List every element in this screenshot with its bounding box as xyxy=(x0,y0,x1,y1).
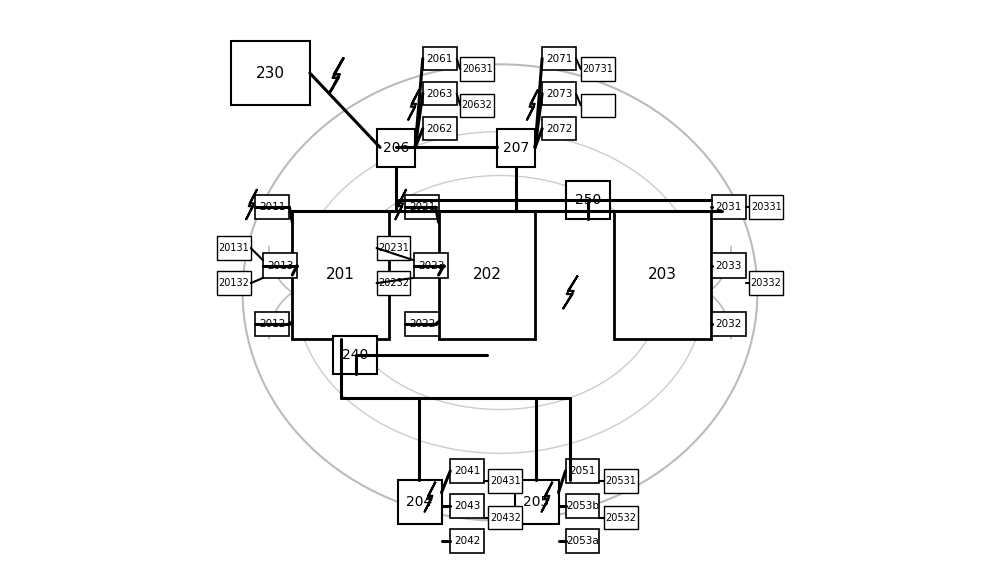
FancyBboxPatch shape xyxy=(439,211,535,339)
Text: 205: 205 xyxy=(523,495,550,508)
FancyBboxPatch shape xyxy=(405,195,439,219)
Text: 20332: 20332 xyxy=(751,278,782,288)
FancyBboxPatch shape xyxy=(566,529,599,553)
Text: 2041: 2041 xyxy=(454,466,480,476)
Text: 2062: 2062 xyxy=(427,123,453,134)
FancyBboxPatch shape xyxy=(566,494,599,518)
Text: 2033: 2033 xyxy=(716,260,742,271)
Text: 20331: 20331 xyxy=(751,202,782,212)
Text: 20232: 20232 xyxy=(378,278,409,288)
FancyBboxPatch shape xyxy=(712,253,746,278)
Text: 2032: 2032 xyxy=(716,319,742,329)
FancyBboxPatch shape xyxy=(450,459,484,483)
FancyBboxPatch shape xyxy=(515,480,558,524)
Text: 20731: 20731 xyxy=(582,64,613,74)
Text: 2053b: 2053b xyxy=(566,501,599,511)
FancyBboxPatch shape xyxy=(460,57,494,81)
FancyBboxPatch shape xyxy=(398,480,442,524)
Text: 2012: 2012 xyxy=(259,319,286,329)
FancyBboxPatch shape xyxy=(255,195,289,219)
FancyBboxPatch shape xyxy=(604,469,638,493)
Text: 2021: 2021 xyxy=(409,202,435,212)
FancyBboxPatch shape xyxy=(377,129,415,167)
Text: 206: 206 xyxy=(383,141,409,154)
Text: 2061: 2061 xyxy=(427,53,453,64)
Text: 20631: 20631 xyxy=(462,64,493,74)
Text: 2042: 2042 xyxy=(454,536,480,546)
FancyBboxPatch shape xyxy=(604,506,638,529)
FancyBboxPatch shape xyxy=(542,47,576,70)
FancyBboxPatch shape xyxy=(460,94,494,117)
Text: 2023: 2023 xyxy=(418,260,444,271)
Text: 2031: 2031 xyxy=(716,202,742,212)
Text: 2053a: 2053a xyxy=(566,536,599,546)
FancyBboxPatch shape xyxy=(423,82,457,105)
FancyBboxPatch shape xyxy=(423,117,457,140)
Text: 250: 250 xyxy=(575,194,601,207)
Text: 20531: 20531 xyxy=(606,476,637,486)
FancyBboxPatch shape xyxy=(414,253,448,278)
FancyBboxPatch shape xyxy=(405,312,439,336)
Text: 20632: 20632 xyxy=(462,100,493,111)
Text: 2011: 2011 xyxy=(259,202,286,212)
Text: 2073: 2073 xyxy=(546,88,572,99)
FancyBboxPatch shape xyxy=(333,336,377,374)
Text: 2072: 2072 xyxy=(546,123,572,134)
FancyBboxPatch shape xyxy=(488,469,522,493)
FancyBboxPatch shape xyxy=(231,41,310,105)
Text: 20431: 20431 xyxy=(490,476,521,486)
Text: 20132: 20132 xyxy=(218,278,249,288)
FancyBboxPatch shape xyxy=(712,195,746,219)
FancyBboxPatch shape xyxy=(581,94,615,117)
Text: 2051: 2051 xyxy=(569,466,596,476)
FancyBboxPatch shape xyxy=(749,195,783,219)
Text: 230: 230 xyxy=(256,66,285,81)
Text: 20731b: 20731b xyxy=(0,584,1,585)
FancyBboxPatch shape xyxy=(255,312,289,336)
Text: 20131: 20131 xyxy=(218,243,249,253)
Text: 20532: 20532 xyxy=(606,512,637,523)
Text: 207: 207 xyxy=(503,141,529,154)
Text: 203: 203 xyxy=(648,267,677,283)
FancyBboxPatch shape xyxy=(497,129,535,167)
FancyBboxPatch shape xyxy=(377,271,410,295)
Text: 201: 201 xyxy=(326,267,355,283)
Text: 2043: 2043 xyxy=(454,501,480,511)
FancyBboxPatch shape xyxy=(712,312,746,336)
FancyBboxPatch shape xyxy=(566,459,599,483)
Text: 2022: 2022 xyxy=(409,319,435,329)
FancyBboxPatch shape xyxy=(566,181,610,219)
FancyBboxPatch shape xyxy=(542,82,576,105)
FancyBboxPatch shape xyxy=(614,211,711,339)
FancyBboxPatch shape xyxy=(292,211,389,339)
FancyBboxPatch shape xyxy=(488,506,522,529)
FancyBboxPatch shape xyxy=(749,271,783,295)
Text: 2063: 2063 xyxy=(427,88,453,99)
FancyBboxPatch shape xyxy=(217,236,251,260)
FancyBboxPatch shape xyxy=(450,494,484,518)
FancyBboxPatch shape xyxy=(377,236,410,260)
Text: 204: 204 xyxy=(406,495,433,508)
FancyBboxPatch shape xyxy=(217,271,251,295)
Text: 2071: 2071 xyxy=(546,53,572,64)
FancyBboxPatch shape xyxy=(423,47,457,70)
Text: 202: 202 xyxy=(472,267,501,283)
FancyBboxPatch shape xyxy=(581,57,615,81)
Text: 2013: 2013 xyxy=(267,260,293,271)
FancyBboxPatch shape xyxy=(263,253,297,278)
Text: 20231: 20231 xyxy=(378,243,409,253)
FancyBboxPatch shape xyxy=(450,529,484,553)
Text: 240: 240 xyxy=(342,349,368,362)
FancyBboxPatch shape xyxy=(542,117,576,140)
Text: 20432: 20432 xyxy=(490,512,521,523)
